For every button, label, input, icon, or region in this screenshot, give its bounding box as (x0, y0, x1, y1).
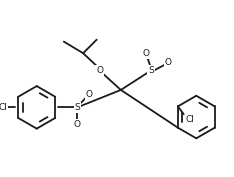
Text: O: O (74, 120, 81, 129)
Text: Cl: Cl (185, 115, 194, 124)
Text: O: O (165, 58, 172, 67)
Text: S: S (74, 103, 80, 112)
Text: Cl: Cl (0, 103, 7, 112)
Text: O: O (143, 49, 150, 58)
Text: O: O (96, 66, 103, 75)
Text: O: O (85, 90, 92, 99)
Text: S: S (148, 66, 154, 75)
